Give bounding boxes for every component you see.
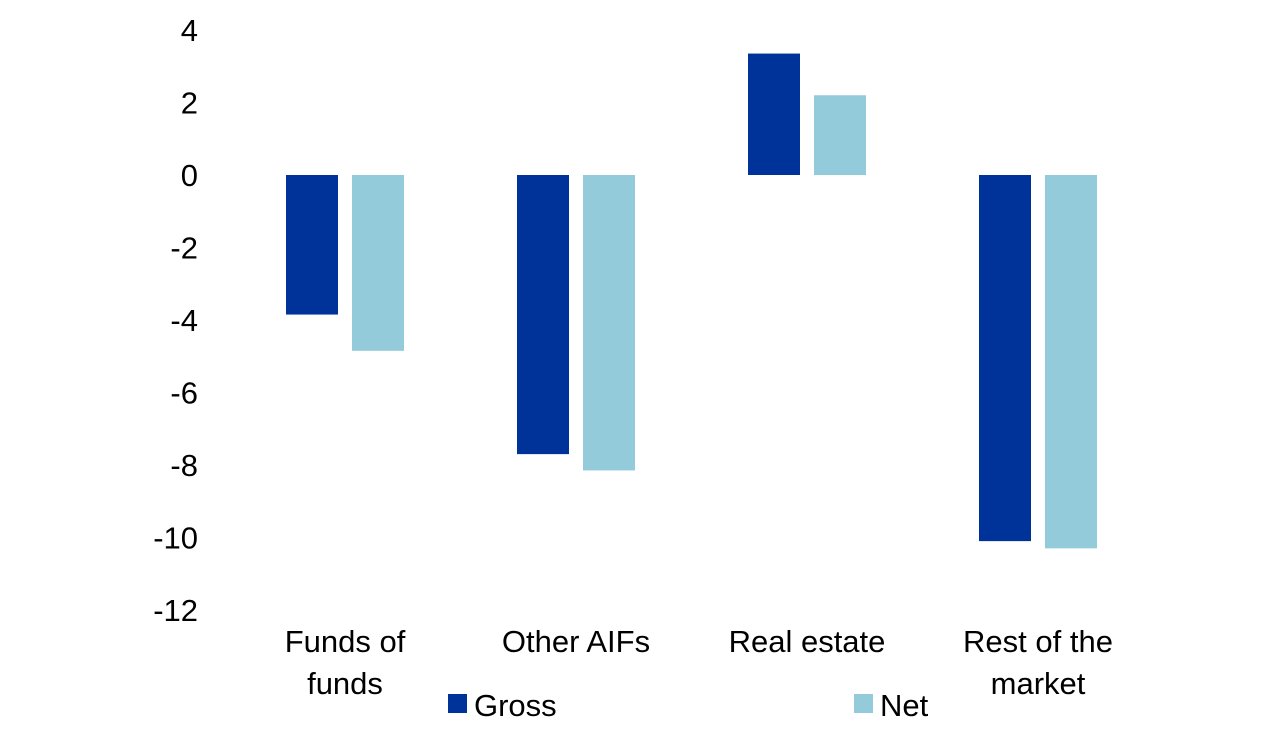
y-tick-label: -10 — [153, 521, 198, 556]
y-tick-label: 4 — [181, 13, 198, 48]
bars — [286, 53, 1097, 549]
bar-net — [1045, 175, 1097, 549]
y-tick-label: -8 — [170, 448, 198, 483]
bar-net — [583, 175, 635, 471]
legend: Gross Net — [448, 688, 929, 723]
y-tick-label: 0 — [181, 158, 198, 193]
y-tick-label: -6 — [170, 376, 198, 411]
y-tick-label: -12 — [153, 593, 198, 628]
bar-gross — [979, 175, 1031, 542]
legend-label-gross: Gross — [474, 688, 557, 723]
bar-gross — [517, 175, 569, 455]
category-label: Funds of — [285, 624, 406, 659]
category-labels: Funds of funds Other AIFs Real estate Rest o… — [285, 624, 1113, 701]
category-label: Rest of the — [963, 624, 1113, 659]
bar-net — [814, 95, 866, 175]
legend-label-net: Net — [880, 688, 929, 723]
bar-net — [352, 175, 404, 351]
legend-swatch-gross — [448, 694, 467, 713]
y-tick-label: -2 — [170, 231, 198, 266]
category-label: market — [991, 666, 1086, 701]
category-label: Other AIFs — [502, 624, 650, 659]
category-label: Real estate — [729, 624, 886, 659]
bar-gross — [748, 53, 800, 175]
bar-gross — [286, 175, 338, 315]
y-tick-label: 2 — [181, 86, 198, 121]
y-tick-label: -4 — [170, 303, 198, 338]
legend-swatch-net — [854, 694, 873, 713]
category-label: funds — [307, 666, 383, 701]
y-axis-ticks: 4 2 0 -2 -4 -6 -8 -10 -12 — [153, 13, 198, 628]
